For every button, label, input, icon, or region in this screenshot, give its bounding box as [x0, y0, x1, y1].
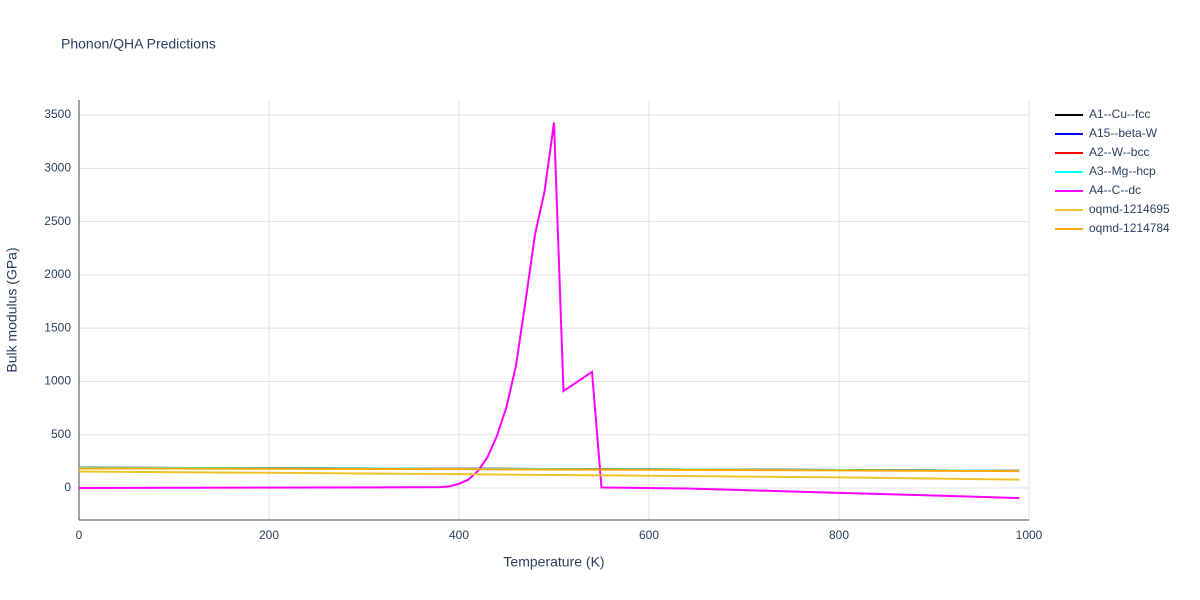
y-axis-title: Bulk modulus (GPa) — [4, 247, 20, 372]
y-tick-label: 500 — [51, 427, 71, 441]
y-tick-label: 2000 — [44, 267, 71, 281]
legend-label: A2--W--bcc — [1089, 145, 1149, 159]
y-tick-label: 1000 — [44, 374, 71, 388]
legend-label: A1--Cu--fcc — [1089, 107, 1150, 121]
legend-label: A15--beta-W — [1089, 126, 1158, 140]
x-tick-label: 400 — [449, 528, 469, 542]
y-tick-label: 2500 — [44, 214, 71, 228]
legend-label: A3--Mg--hcp — [1089, 164, 1156, 178]
x-tick-label: 1000 — [1016, 528, 1043, 542]
chart-title: Phonon/QHA Predictions — [61, 36, 216, 52]
series-line — [78, 467, 1020, 473]
y-tick-label: 3000 — [44, 160, 71, 174]
x-tick-label: 800 — [829, 528, 849, 542]
legend-label: A4--C--dc — [1089, 183, 1141, 197]
x-tick-label: 200 — [259, 528, 279, 542]
legend-label: oqmd-1214784 — [1089, 221, 1170, 235]
y-tick-label: 3500 — [44, 107, 71, 121]
legend-label: oqmd-1214695 — [1089, 202, 1170, 216]
x-tick-label: 600 — [639, 528, 659, 542]
y-tick-label: 0 — [64, 480, 71, 494]
x-axis-title: Temperature (K) — [503, 554, 604, 570]
x-tick-label: 0 — [76, 528, 83, 542]
y-tick-label: 1500 — [44, 320, 71, 334]
series-line — [78, 470, 1020, 481]
series-line — [78, 122, 1020, 500]
